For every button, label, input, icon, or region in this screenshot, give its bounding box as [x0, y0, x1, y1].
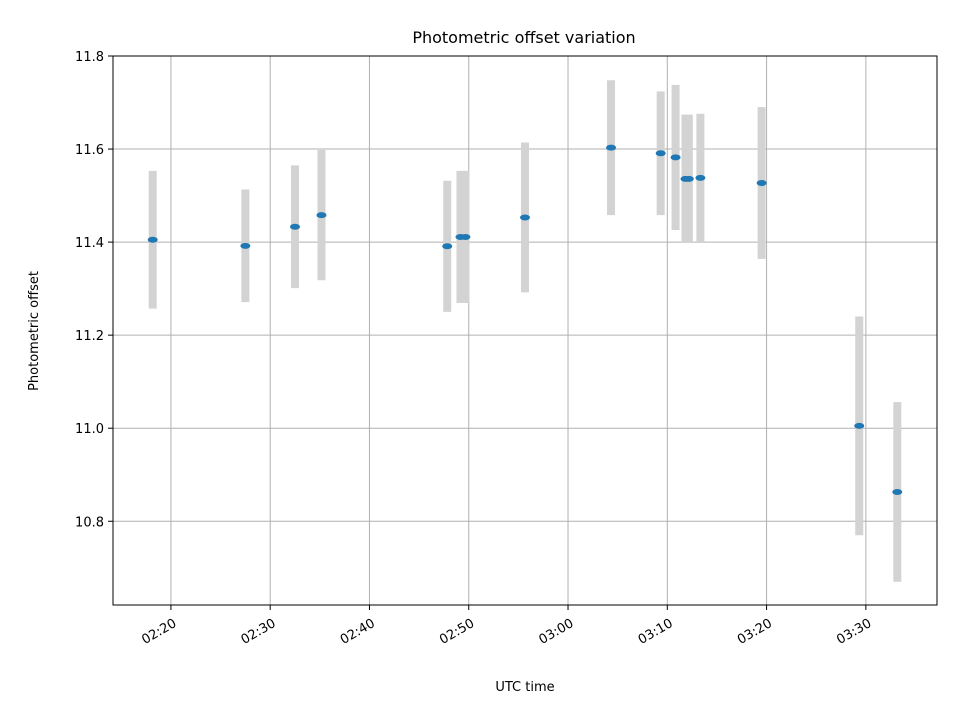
point-layer [147, 144, 903, 495]
data-point [756, 180, 767, 187]
x-tick-label: 03:00 [536, 616, 576, 648]
x-tick-label: 03:20 [735, 616, 775, 648]
data-point [892, 488, 903, 495]
errorbar-layer [148, 80, 902, 582]
tick-layer: 02:20 02:30 02:40 02:50 03:00 03:10 03:20 03:30… [75, 50, 874, 648]
data-point [520, 214, 530, 221]
y-tick-label: 11.2 [75, 329, 104, 344]
data-point [316, 212, 327, 219]
x-tick-label: 02:20 [139, 616, 179, 648]
y-axis-label: Photometric offset [27, 271, 42, 391]
data-point [460, 233, 471, 240]
data-point [655, 150, 666, 157]
x-tick-label: 03:10 [636, 616, 676, 648]
x-tick-label: 02:30 [239, 616, 279, 648]
y-tick-label: 10.8 [75, 515, 104, 530]
y-tick-label: 11.8 [75, 50, 104, 65]
data-point [290, 223, 301, 230]
grid-layer [113, 55, 937, 605]
data-point [442, 243, 453, 250]
data-point [683, 175, 694, 182]
y-tick-label: 11.4 [75, 236, 104, 251]
x-tick-label: 02:50 [437, 616, 477, 648]
data-point [147, 236, 158, 243]
data-point [606, 144, 617, 151]
data-point [695, 174, 706, 181]
y-tick-label: 11.0 [75, 422, 104, 437]
y-tick-label: 11.6 [75, 143, 104, 158]
data-point [670, 154, 681, 161]
plot-frame [112, 55, 938, 606]
data-point [240, 242, 251, 249]
x-tick-label: 03:30 [834, 616, 874, 648]
x-tick-label: 02:40 [338, 616, 378, 648]
x-axis-label: UTC time [495, 680, 554, 695]
chart-title: Photometric offset variation [412, 28, 635, 47]
data-point [854, 422, 865, 429]
